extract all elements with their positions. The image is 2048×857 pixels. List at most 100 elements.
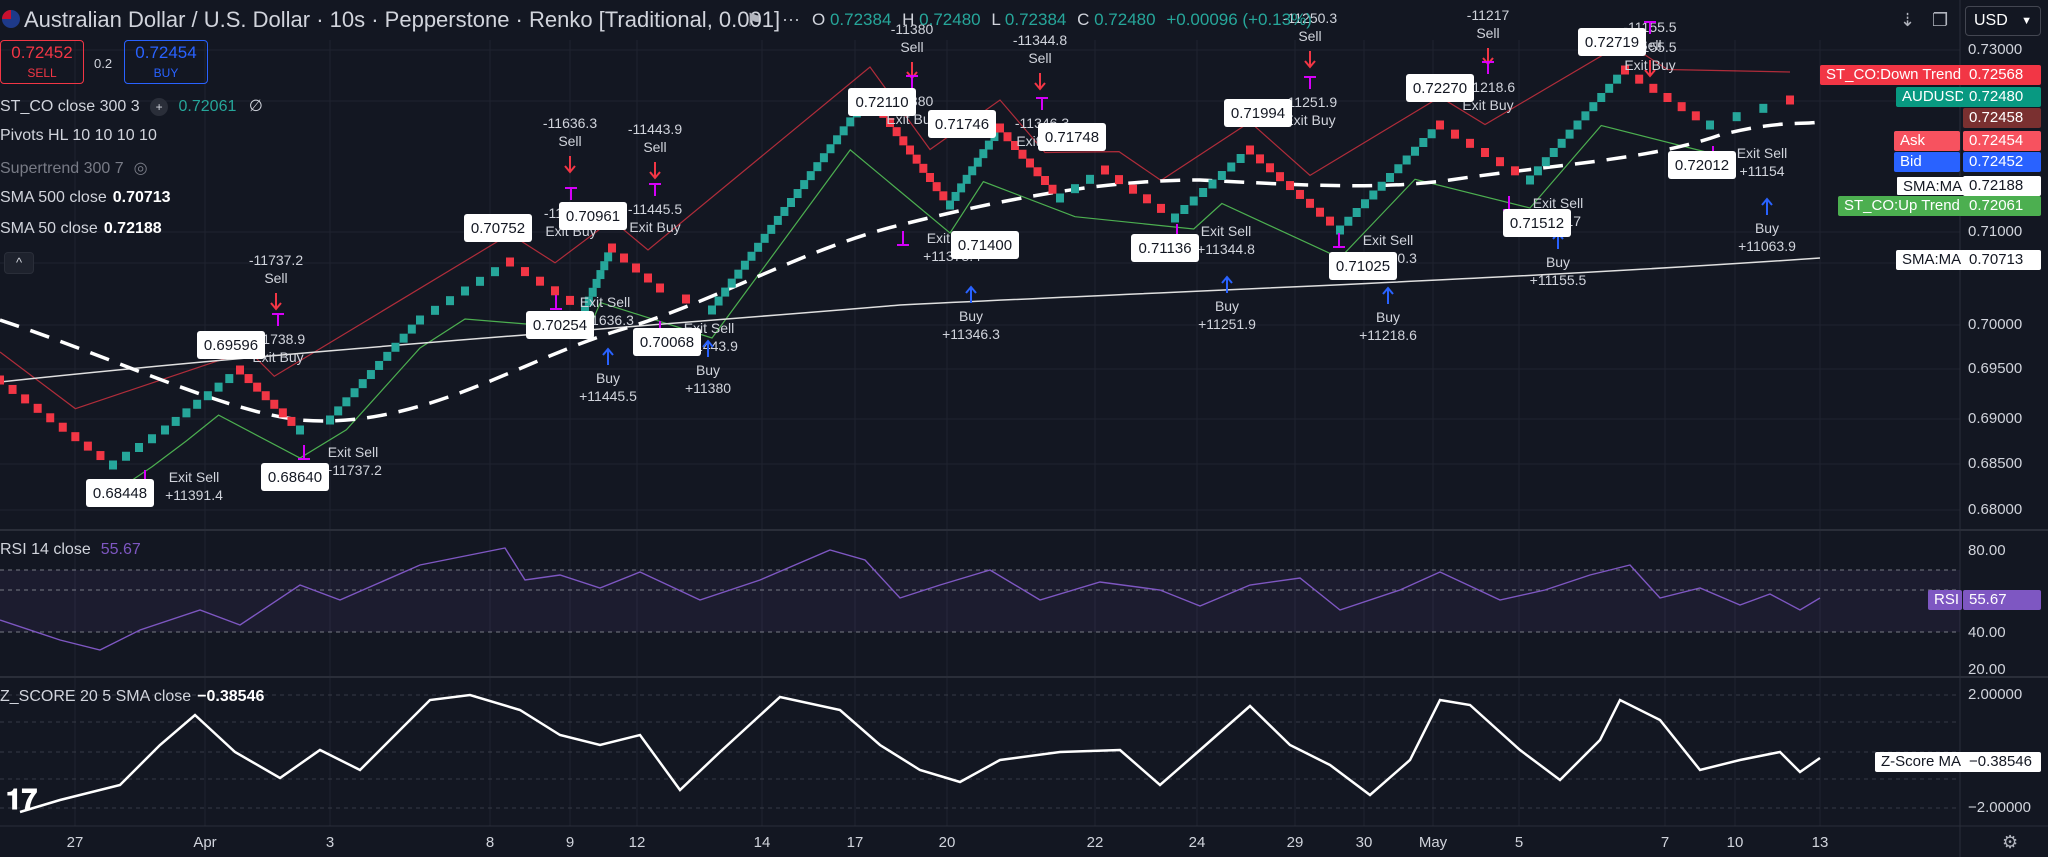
- pivot-label-box: [1406, 74, 1474, 102]
- tag-bid-value: 0.72452: [1963, 152, 2041, 172]
- legend-pivots[interactable]: Pivots HL 10 10 10 10: [0, 127, 157, 145]
- renko-brick: [1246, 145, 1254, 155]
- renko-brick: [1276, 172, 1284, 182]
- tag-rsi-name: RSI: [1928, 590, 1962, 610]
- signal-subtext: Sell: [1476, 25, 1499, 41]
- open-label: O: [812, 10, 826, 29]
- collapse-legend-button[interactable]: ^: [4, 252, 34, 274]
- buy-arrow-icon: [965, 285, 977, 303]
- signal-text: -11380: [891, 21, 934, 37]
- symbol-title[interactable]: Australian Dollar / U.S. Dollar · 10s · …: [24, 7, 781, 32]
- renko-brick: [1199, 188, 1208, 197]
- legend-st-co-suffix: ∅: [248, 98, 263, 115]
- renko-brick: [566, 295, 574, 305]
- signal-subtext: +11063.9: [1738, 238, 1796, 254]
- renko-brick: [1048, 184, 1057, 194]
- australia-flag-icon: [2, 10, 20, 28]
- renko-brick: [793, 189, 802, 199]
- high-value: 0.72480: [919, 10, 981, 29]
- more-options-icon[interactable]: ⋯: [782, 10, 800, 30]
- renko-brick: [1352, 208, 1361, 217]
- sell-price: 0.72452: [11, 43, 73, 62]
- renko-brick: [96, 451, 105, 461]
- renko-brick: [1706, 120, 1714, 130]
- signal-text: -11250.3: [1283, 10, 1337, 26]
- renko-brick: [334, 406, 343, 416]
- renko-brick: [461, 286, 469, 296]
- renko-brick: [171, 416, 180, 426]
- signal-subtext: +11154: [1739, 163, 1784, 179]
- sell-arrow-icon: [1034, 73, 1046, 91]
- renko-brick: [620, 253, 628, 263]
- buy-label: BUY: [153, 66, 179, 80]
- renko-brick: [1541, 157, 1550, 167]
- renko-brick: [682, 294, 690, 304]
- eye-hidden-icon[interactable]: ◎: [133, 160, 148, 177]
- pivot-label-text: 0.71025: [1336, 258, 1390, 275]
- renko-brick: [780, 206, 789, 216]
- renko-brick: [1236, 154, 1245, 163]
- renko-brick: [1411, 146, 1419, 156]
- legend-supertrend-name: Supertrend 300 7: [0, 160, 124, 177]
- renko-brick: [1581, 111, 1590, 121]
- signal-text: -11443.9: [628, 121, 682, 137]
- sell-button[interactable]: 0.72452 SELL: [0, 40, 84, 84]
- sma50-path: [0, 120, 1821, 423]
- pivot-label-box: [1038, 123, 1106, 151]
- renko-brick: [261, 391, 270, 401]
- buy-arrow-icon: [702, 339, 714, 357]
- renko-brick: [358, 379, 367, 389]
- legend-supertrend[interactable]: Supertrend 300 7 ◎: [0, 158, 148, 178]
- legend-sma500[interactable]: SMA 500 close 0.70713: [0, 189, 171, 207]
- renko-brick: [383, 351, 392, 361]
- legend-zscore[interactable]: Z_SCORE 20 5 SMA close −0.38546: [0, 688, 264, 706]
- flag-icon[interactable]: ⚑: [746, 10, 763, 30]
- renko-brick: [644, 273, 652, 283]
- signal-text: Exit Sell: [1201, 223, 1252, 239]
- renko-brick: [521, 267, 529, 277]
- renko-brick: [366, 370, 375, 380]
- renko-brick: [747, 251, 756, 261]
- plus-icon[interactable]: +: [150, 97, 169, 116]
- renko-brick: [1419, 138, 1428, 147]
- legend-sma500-name: SMA 500 close: [0, 189, 107, 206]
- renko-brick: [109, 460, 117, 470]
- renko-brick: [1296, 189, 1304, 199]
- window-icon[interactable]: ❐: [1932, 10, 1949, 30]
- legend-sma50[interactable]: SMA 50 close 0.72188: [0, 220, 162, 238]
- arrow-down-icon[interactable]: ⇣: [1900, 10, 1916, 30]
- renko-brick: [734, 269, 743, 279]
- renko-brick: [1086, 174, 1094, 184]
- sell-label: SELL: [27, 66, 57, 80]
- renko-brick: [984, 140, 993, 150]
- date-axis-label: 30: [1355, 834, 1373, 851]
- exit-buy-marker-icon: [1304, 76, 1316, 89]
- renko-brick: [806, 171, 815, 181]
- signal-subtext: +11737.2: [324, 462, 382, 478]
- buy-button[interactable]: 0.72454 BUY: [124, 40, 208, 84]
- renko-brick: [996, 123, 1004, 133]
- exit-sell-marker-icon: [897, 231, 909, 246]
- renko-brick: [714, 296, 723, 306]
- renko-brick: [1208, 179, 1217, 189]
- buy-arrow-icon: [1382, 286, 1394, 304]
- renko-brick: [431, 305, 439, 315]
- tag-zscore-name: Z-Score MA: [1875, 752, 1968, 772]
- renko-brick: [608, 243, 616, 253]
- renko-bricks: [0, 65, 1794, 470]
- pivot-label-box: [1668, 151, 1736, 179]
- renko-brick: [1621, 65, 1629, 75]
- signal-subtext: +11380: [685, 380, 731, 396]
- legend-rsi[interactable]: RSI 14 close 55.67: [0, 541, 141, 559]
- renko-brick: [708, 305, 716, 315]
- tag-sma-ma1-name: SMA:MA: [1896, 176, 1970, 196]
- legend-st-co[interactable]: ST_CO close 300 3 + 0.72061 ∅: [0, 96, 263, 116]
- renko-brick: [446, 296, 454, 306]
- pivot-label-text: 0.69596: [204, 337, 258, 354]
- settings-gear-icon[interactable]: ⚙: [2002, 832, 2019, 852]
- exit-sell-marker-icon: [1503, 196, 1515, 211]
- currency-select[interactable]: USD ▼: [1965, 6, 2041, 36]
- renko-brick: [1786, 95, 1794, 105]
- sell-arrow-icon: [564, 156, 576, 174]
